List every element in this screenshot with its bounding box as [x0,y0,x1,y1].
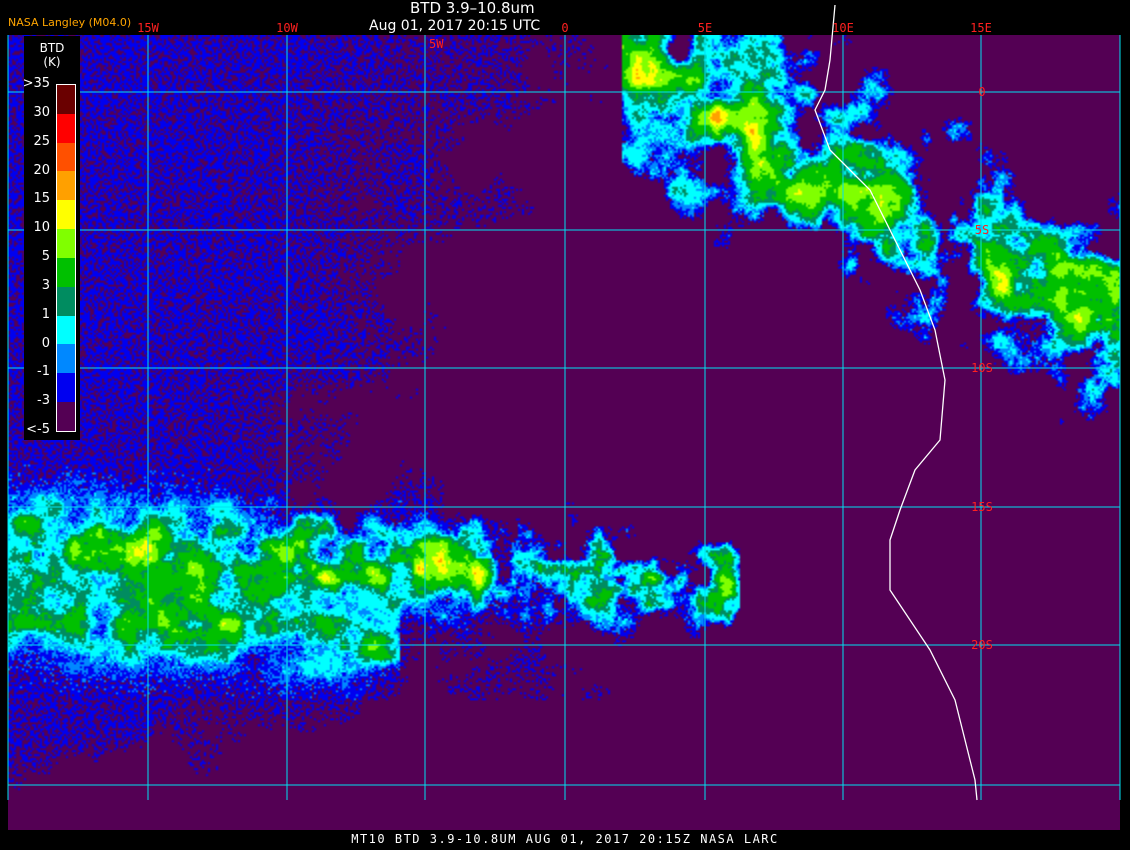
legend-swatch [57,373,75,403]
latitude-label: 0 [978,85,986,99]
legend-label: <-5 [26,422,50,437]
legend-label: 30 [33,104,50,120]
legend-label: 0 [41,335,50,351]
legend-unit: (K) [43,55,61,69]
legend-label: 20 [33,162,50,178]
legend-swatch [57,402,75,431]
legend-label: 25 [33,133,50,149]
latitude-label: 15S [971,500,993,514]
coastline [814,4,978,801]
legend-label: >35 [22,76,50,91]
legend-swatch [57,286,75,316]
longitude-label: 0 [561,21,569,35]
longitude-label: 15E [970,21,992,35]
legend-swatch [57,344,75,374]
legend-swatch [57,85,75,114]
legend-label: 5 [41,249,50,264]
satellite-btd-image [8,35,1120,830]
legend-swatch [57,315,75,345]
longitude-label: 10W [276,21,298,35]
footer-caption: MT10 BTD 3.9-10.8UM AUG 01, 2017 20:15Z … [351,832,779,846]
legend-label: 3 [41,277,50,293]
latitude-label: 20S [971,638,993,652]
color-legend: BTD (K) >35 30 25 20 15 10 5 3 1 0 -1 -3 <-5 [22,36,80,440]
legend-colorbar [56,84,76,432]
lat-lon-grid [7,35,1121,800]
latitude-label: 10S [971,361,993,375]
legend-label: -1 [37,364,50,380]
datetime-label: Aug 01, 2017 20:15 UTC [369,18,541,34]
legend-swatch [57,229,75,258]
longitude-label: 10E [832,21,854,35]
longitude-label: 5E [697,21,713,35]
longitude-label: 15W [137,21,159,35]
legend-swatch [57,113,75,143]
legend-swatch [57,257,75,287]
product-title: BTD 3.9–10.8um [410,0,535,17]
brand-label: NASA Langley (M04.0) [8,16,132,29]
legend-title: BTD [39,41,65,55]
legend-swatch [57,142,75,172]
longitude-label: 5W [429,37,444,51]
legend-swatch [57,171,75,201]
legend-swatch [57,200,75,230]
legend-label: 10 [33,220,50,236]
legend-label: 15 [33,191,50,207]
legend-label: 1 [41,306,50,322]
latitude-label: 5S [974,223,990,237]
legend-label: -3 [37,393,50,409]
